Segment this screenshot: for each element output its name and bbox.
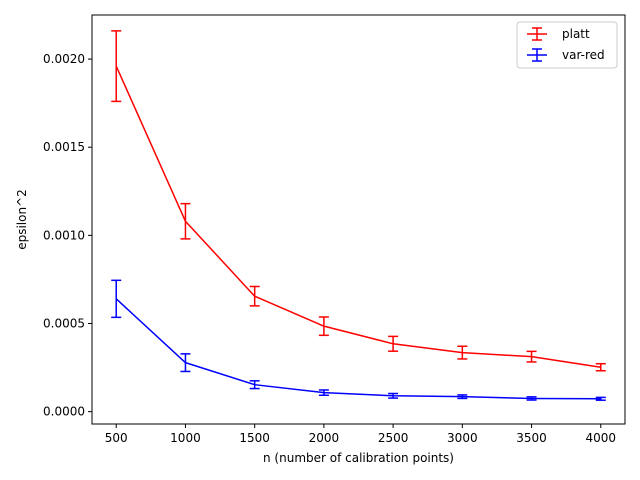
y-tick-label: 0.0010 [43, 228, 85, 242]
series-line-var-red [115, 298, 601, 400]
y-tick-label: 0.0020 [43, 52, 85, 66]
x-tick-label: 2000 [309, 431, 340, 445]
x-tick-label: 4000 [585, 431, 616, 445]
x-axis: 500 1000 1500 2000 2500 3000 3500 4000 [105, 424, 616, 445]
x-tick-label: 1500 [239, 431, 270, 445]
x-tick-label: 3000 [447, 431, 478, 445]
y-axis: 0.0000 0.0005 0.0010 0.0015 0.0020 [43, 52, 92, 419]
y-tick-label: 0.0005 [43, 317, 85, 331]
legend-label-var-red: var-red [562, 48, 605, 62]
legend-label-platt: platt [562, 27, 590, 41]
legend: platt var-red [516, 21, 618, 69]
plot-area [111, 30, 606, 401]
y-axis-label: epsilon^2 [15, 189, 29, 250]
y-tick-label: 0.0015 [43, 140, 85, 154]
x-tick-label: 3500 [516, 431, 547, 445]
x-tick-label: 2500 [378, 431, 409, 445]
x-tick-label: 1000 [170, 431, 201, 445]
series-line-platt [115, 65, 601, 368]
axes-frame [91, 14, 626, 425]
x-axis-label: n (number of calibration points) [263, 451, 454, 465]
x-tick-label: 500 [105, 431, 128, 445]
y-tick-label: 0.0000 [43, 405, 85, 419]
